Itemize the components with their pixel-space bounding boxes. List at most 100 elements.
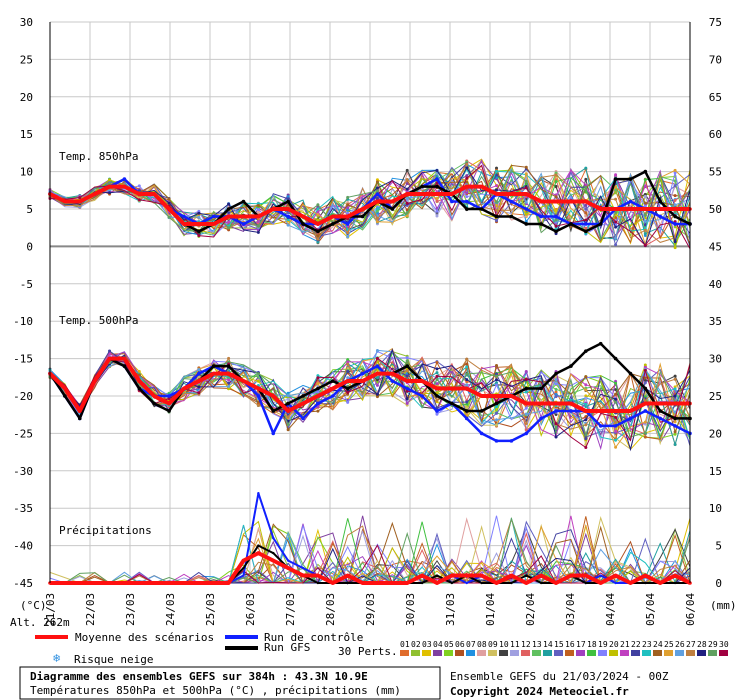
pert-point [554,382,558,386]
precip-mean-line-point [167,581,171,585]
t500-mean-line-point [464,386,469,391]
pert-point [554,209,558,213]
legend-snow: Risque neige [74,653,153,666]
pert-point [435,209,439,213]
pert-swatch [642,650,651,656]
pert-point [316,390,320,394]
t500-gfs-line-point [152,401,156,406]
pert-point [197,385,201,389]
pert-point [256,379,260,383]
t850-control-line-point [673,222,677,226]
pert-swatch [554,650,563,656]
pert-swatch [576,650,585,656]
pert-point [495,200,499,204]
pert-point [435,214,439,218]
pert-number: 17 [576,640,586,649]
right-tick-label: 40 [709,278,722,291]
precip-control-line-point [242,574,245,577]
t850-gfs-line-point [330,222,335,226]
pert-point [643,201,647,205]
pert-point [524,200,528,204]
pert-point [227,211,231,215]
main-series-lines [48,169,692,585]
pert-point [227,220,231,224]
pert-point [346,231,350,235]
pert-swatch [675,650,684,656]
t500-mean-line-point [137,379,142,383]
t850-mean-line-point [167,207,171,211]
pert-point [286,394,290,398]
precip-mean-line-point [420,573,424,578]
t500-gfs-line-point [569,364,573,368]
left-tick-label: 30 [20,16,33,29]
precip-mean-line-point [152,581,156,585]
pert-swatch [411,650,420,656]
precip-gfs-line-point [539,581,543,585]
pert-point [316,237,320,241]
precip-mean-line-point [63,581,67,585]
pert-point [495,383,499,387]
t500-mean-line-point [316,394,320,398]
precip-gfs-line-point [644,581,647,585]
altitude-label: Alt. 262m [10,616,70,629]
pert-point [673,387,677,391]
t500-control-line-point [524,431,529,436]
pert-point [405,374,409,378]
pert-point [554,387,558,391]
pert-point [554,435,558,439]
t500-control-line-point [613,424,618,428]
t500-gfs-line-point [658,409,663,413]
pert-swatch [686,650,695,656]
pert-point [584,418,588,422]
pert-point [346,362,350,366]
t500-mean-line-point [256,386,261,391]
t500-gfs-line-point [63,394,67,398]
t500-mean-line-point [569,401,573,406]
t850-gfs-line-point [584,229,588,234]
t850-mean-line-point [524,192,529,196]
pert-point [375,178,379,182]
precip-mean-line-point [628,581,633,585]
pert-point [495,411,499,415]
precip-mean-line-point [77,581,82,585]
t500-control-line-point [330,394,335,398]
precip-mean-line-point [643,573,648,578]
pert-point [584,207,588,211]
precip-mean-line-point [122,581,127,585]
t500-control-line-point [390,379,395,383]
pert-point [375,348,379,352]
t850-control-line-point [122,177,127,181]
t850-gfs-line-point [598,222,603,226]
t500-gfs-line-point [643,386,648,391]
pert-point [643,232,647,236]
left-tick-label: 10 [20,166,33,179]
pert-point [316,374,320,378]
pert-point [465,162,469,166]
t500-mean-line-point [509,394,514,398]
t500-mean-line-point [584,409,588,413]
pert-point [435,361,439,365]
pert-point [584,396,588,400]
t500-gfs-line-point [613,356,618,361]
t500-control-line-point [464,416,469,421]
pert-point [286,423,290,427]
left-tick-label: -45 [13,577,33,590]
pert-point [405,181,409,185]
t850-mean-line-point [345,214,350,219]
pert-point [405,168,409,172]
pert-point [465,365,469,369]
pert-point [167,197,171,201]
pert-point [197,234,201,238]
precip-mean-line-point [405,581,410,585]
precip-mean-line-point [241,558,246,563]
date-label: 04/04 [604,593,617,626]
right-tick-label: 70 [709,53,722,66]
t500-mean-line-point [420,379,424,383]
pert-point [435,168,439,172]
pert-point [286,428,290,432]
pert-point [584,402,588,406]
pert-point [256,203,260,207]
t850-control-line-point [435,177,439,181]
precip-control-line-point [465,581,468,585]
left-tick-label: 15 [20,128,33,141]
